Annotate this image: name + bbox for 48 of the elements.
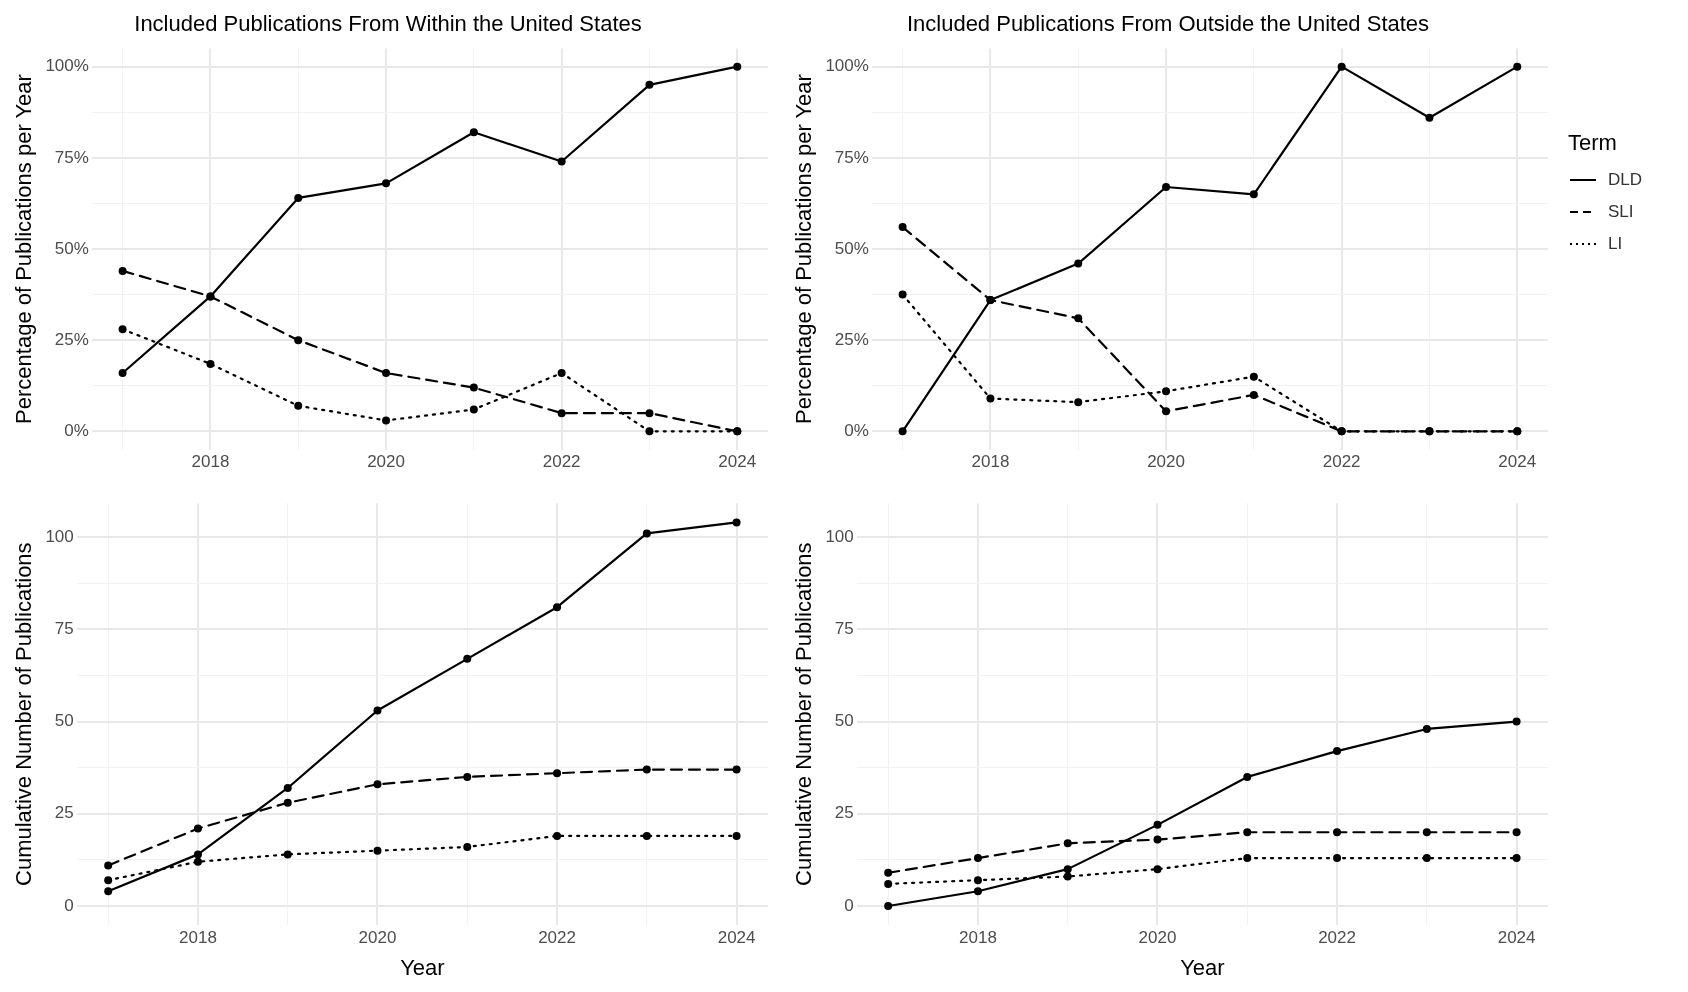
y-tick-label: 25% xyxy=(54,329,89,349)
y-axis-title: Percentage of Publications per Year xyxy=(11,74,37,424)
y-tick-label: 100% xyxy=(825,56,869,76)
x-tick-label: 2022 xyxy=(538,928,576,948)
x-axis-title: Year xyxy=(400,954,445,980)
x-tick-label: 2020 xyxy=(367,452,405,472)
y-tick-label: 0% xyxy=(64,421,89,441)
y-tick-label: 0 xyxy=(844,895,854,915)
y-tick-label: 50 xyxy=(834,711,854,731)
legend-label: SLI xyxy=(1608,202,1634,222)
y-tick-label: 50 xyxy=(54,711,74,731)
y-tick-label: 50% xyxy=(834,238,869,258)
y-tick-label: 75 xyxy=(54,619,74,639)
y-tick-label: 0% xyxy=(844,421,869,441)
x-tick-label: 2020 xyxy=(1147,452,1185,472)
chart-title: Included Publications From Within the United States xyxy=(134,11,642,37)
x-tick-label: 2018 xyxy=(179,928,217,948)
legend-title: Term xyxy=(1568,130,1618,156)
x-tick-label: 2018 xyxy=(971,452,1010,472)
x-tick-label: 2018 xyxy=(191,452,230,472)
y-tick-label: 50% xyxy=(54,238,89,258)
y-tick-label: 75% xyxy=(54,147,89,167)
y-tick-label: 0 xyxy=(64,895,74,915)
x-tick-label: 2020 xyxy=(358,928,397,948)
legend-label: DLD xyxy=(1608,170,1643,190)
y-tick-label: 100% xyxy=(45,56,89,76)
x-tick-label: 2022 xyxy=(1318,928,1356,948)
x-tick-label: 2024 xyxy=(718,452,757,472)
y-tick-label: 100 xyxy=(45,526,74,546)
y-tick-label: 75% xyxy=(834,147,869,167)
x-tick-label: 2018 xyxy=(959,928,997,948)
x-tick-label: 2024 xyxy=(1498,452,1537,472)
y-axis-title: Cumulative Number of Publications xyxy=(11,542,37,886)
x-tick-label: 2024 xyxy=(717,928,756,948)
y-tick-label: 25 xyxy=(54,803,74,823)
x-tick-label: 2022 xyxy=(542,452,581,472)
x-axis-title: Year xyxy=(1180,954,1225,980)
x-tick-label: 2022 xyxy=(1322,452,1361,472)
chart-title: Included Publications From Outside the United States xyxy=(906,11,1430,37)
x-tick-label: 2024 xyxy=(1497,928,1536,948)
y-tick-label: 25 xyxy=(834,803,854,823)
x-tick-label: 2020 xyxy=(1138,928,1177,948)
y-axis-title: Cumulative Number of Publications xyxy=(791,542,817,886)
y-tick-label: 75 xyxy=(834,619,854,639)
y-axis-title: Percentage of Publications per Year xyxy=(791,74,817,424)
y-tick-label: 25% xyxy=(834,329,869,349)
legend-label: LI xyxy=(1608,234,1623,254)
y-tick-label: 100 xyxy=(825,526,854,546)
